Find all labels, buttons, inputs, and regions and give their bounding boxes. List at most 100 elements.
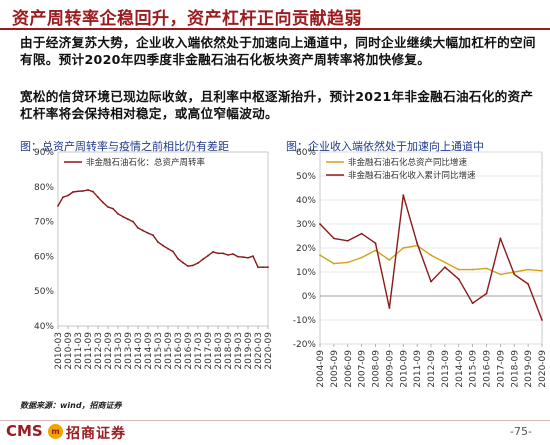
data-point xyxy=(227,254,229,256)
x-tick-label: 2016-03 xyxy=(174,332,184,370)
data-point xyxy=(485,292,488,295)
data-point xyxy=(360,256,363,259)
data-point xyxy=(167,247,169,250)
x-tick-label: 2020-09 xyxy=(538,350,546,388)
data-point xyxy=(346,261,349,264)
y-tick-label: 60% xyxy=(34,252,54,262)
data-point xyxy=(172,250,174,253)
data-point xyxy=(222,252,224,255)
data-point xyxy=(197,262,199,264)
data-point xyxy=(97,196,99,199)
data-point xyxy=(374,249,377,252)
data-point xyxy=(57,205,59,207)
data-point xyxy=(388,259,391,261)
legend-label: 非金融石油石化总资产同比增速 xyxy=(348,157,468,168)
data-point xyxy=(147,232,149,234)
y-tick-label: 40% xyxy=(34,322,54,332)
data-point xyxy=(374,242,377,245)
data-point xyxy=(67,194,69,197)
data-point xyxy=(360,232,363,235)
data-point xyxy=(513,273,516,276)
x-tick-label: 2016-09 xyxy=(483,350,493,388)
y-tick-label: 70% xyxy=(34,218,54,228)
data-point xyxy=(499,237,502,240)
data-point xyxy=(122,215,124,218)
data-point xyxy=(157,241,159,243)
data-point xyxy=(137,227,139,229)
logo-cms: CMS xyxy=(6,422,43,440)
x-tick-label: 2005-09 xyxy=(330,350,340,388)
data-point xyxy=(430,280,432,283)
page-number: -75- xyxy=(510,425,532,438)
legend-label: 非金融石油石化：总资产周转率 xyxy=(86,157,206,168)
x-tick-label: 2018-09 xyxy=(510,350,520,388)
data-point xyxy=(177,257,179,260)
paragraph-1: 由于经济复苏大势，企业收入端依然处于加速向上通道中，同时企业继续大幅加杠杆的空间… xyxy=(20,35,536,67)
data-point xyxy=(499,273,502,276)
x-tick-label: 2017-09 xyxy=(496,350,506,388)
x-tick-label: 2015-03 xyxy=(154,332,164,370)
data-point xyxy=(485,267,488,270)
data-point xyxy=(62,196,64,199)
x-tick-label: 2020-09 xyxy=(264,332,274,370)
x-tick-label: 2020-03 xyxy=(254,332,264,370)
data-point xyxy=(107,206,109,208)
y-tick-label: 40% xyxy=(296,196,316,206)
data-point xyxy=(257,266,259,269)
data-point xyxy=(202,258,204,261)
x-tick-label: 2013-09 xyxy=(124,332,134,370)
x-tick-label: 2010-09 xyxy=(64,332,74,370)
data-point xyxy=(72,191,74,193)
series-line-1 xyxy=(319,194,543,321)
data-point xyxy=(262,266,264,269)
data-point xyxy=(162,244,164,247)
data-point xyxy=(207,254,209,257)
data-point xyxy=(430,254,432,257)
x-tick-label: 2006-09 xyxy=(344,350,354,388)
data-point xyxy=(142,229,144,232)
data-point xyxy=(388,307,391,309)
y-tick-label: 30% xyxy=(296,220,316,230)
paragraph-2: 宽松的信贷环境已现边际收敛，且利率中枢逐渐抬升，预计2021年非金融石油石化的资… xyxy=(20,89,534,121)
data-point xyxy=(527,283,529,285)
chart-1-title: 图：总资产周转率与疫情之前相比仍有差距 xyxy=(20,140,229,153)
data-point xyxy=(217,252,219,255)
data-point xyxy=(333,262,335,265)
x-tick-label: 2007-09 xyxy=(358,350,368,388)
data-point xyxy=(457,278,460,281)
revenue-growth-chart: -20% -10% 0% 10% 20% 30% 40% 50% 60% 2004-09 2005-… xyxy=(293,148,546,388)
x-tick-label: 2010-09 xyxy=(399,350,409,388)
data-point xyxy=(127,218,129,221)
footer-divider xyxy=(0,420,550,421)
x-tick-label: 2019-09 xyxy=(244,332,254,370)
x-tick-label: 2015-09 xyxy=(164,332,174,370)
data-point xyxy=(92,190,94,193)
y-tick-label: 90% xyxy=(34,148,54,158)
x-tick-label: 2017-09 xyxy=(204,332,214,370)
x-tick-label: 2012-03 xyxy=(94,332,104,370)
y-tick-label: 60% xyxy=(296,148,316,158)
x-tick-label: 2014-09 xyxy=(455,350,465,388)
x-tick-label: 2004-09 xyxy=(316,350,326,388)
x-tick-label: 2010-03 xyxy=(54,332,64,370)
series-line-0 xyxy=(57,189,268,268)
data-point xyxy=(402,247,405,249)
data-point xyxy=(192,264,194,267)
data-point xyxy=(152,234,154,237)
chart-2-title: 图：企业收入端依然处于加速向上通道中 xyxy=(286,140,484,153)
x-tick-label: 2013-03 xyxy=(114,332,124,370)
y-tick-label: 50% xyxy=(296,172,316,182)
x-tick-label: 2019-03 xyxy=(234,332,244,370)
data-point xyxy=(247,256,249,259)
x-tick-label: 2011-03 xyxy=(74,332,84,370)
data-point xyxy=(527,268,529,271)
data-point xyxy=(237,255,239,258)
x-tick-label: 2012-09 xyxy=(427,350,437,388)
x-tick-label: 2011-09 xyxy=(84,332,94,370)
page-title: 资产周转率企稳回升，资产杠杆正向贡献趋弱 xyxy=(12,9,362,29)
data-point xyxy=(132,220,134,223)
x-tick-label: 2015-09 xyxy=(469,350,479,388)
y-tick-label: 10% xyxy=(296,268,316,278)
data-point xyxy=(212,251,214,253)
data-point xyxy=(471,268,474,271)
